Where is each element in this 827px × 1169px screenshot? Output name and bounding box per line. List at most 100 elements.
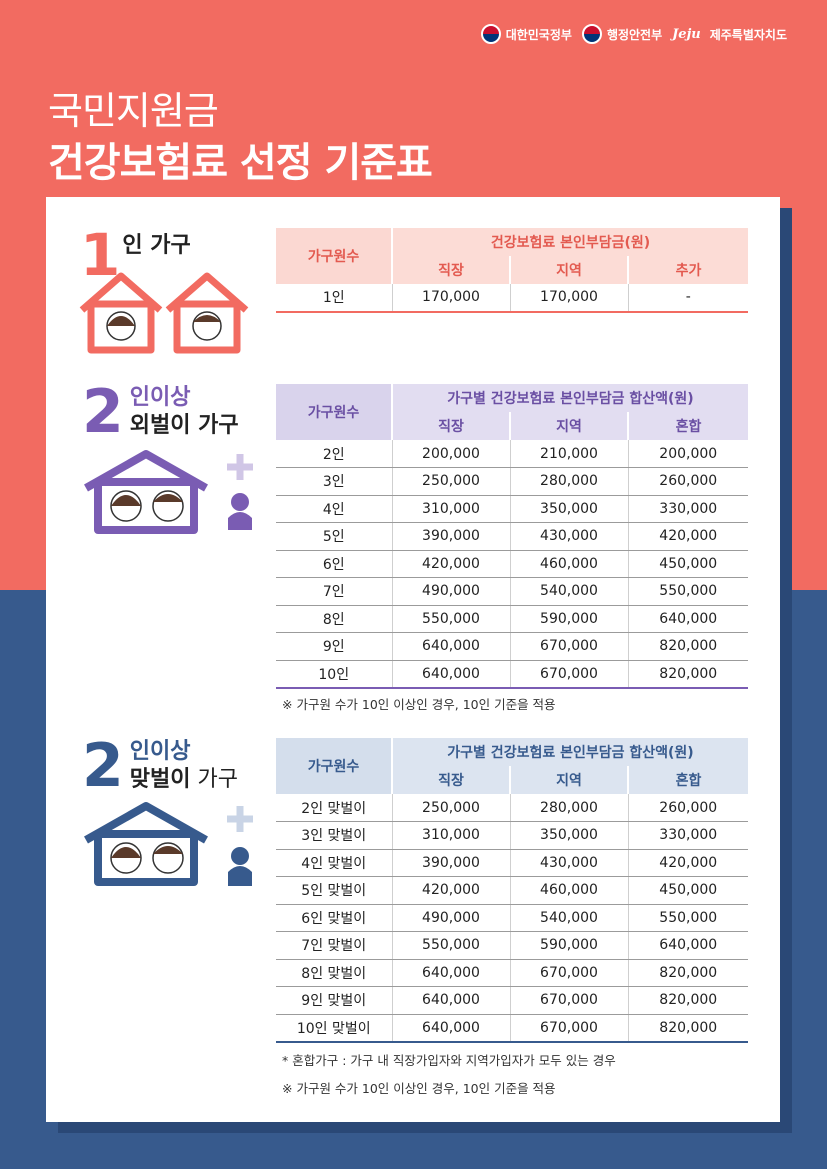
amount-cell: 550,000 <box>391 931 510 960</box>
table-row: 3인 250,000 280,000 260,000 <box>276 467 748 496</box>
table-row: 5인 390,000 430,000 420,000 <box>276 522 748 551</box>
table-row: 9인 640,000 670,000 820,000 <box>276 632 748 661</box>
section2-number: 2 <box>82 377 124 447</box>
dual-earner-table: 가구원수 가구별 건강보험료 본인부담금 합산액(원) 직장 지역 혼합 2인 … <box>276 738 748 1043</box>
table-row: 1인 170,000 170,000 - <box>276 284 748 313</box>
amount-cell: 640,000 <box>391 660 510 689</box>
amount-cell: 430,000 <box>509 849 628 877</box>
members-cell: 10인 맞벌이 <box>276 1014 392 1043</box>
logo-ministry: 행정안전부 <box>581 24 662 44</box>
amount-cell: 550,000 <box>627 904 748 932</box>
amount-cell: 450,000 <box>627 550 748 578</box>
subheader-workplace: 직장 <box>391 412 510 440</box>
subheader-workplace: 직장 <box>391 256 510 284</box>
section2-title-top: 인이상 <box>129 385 191 410</box>
table-row: 7인 맞벌이 550,000 590,000 640,000 <box>276 931 748 960</box>
members-cell: 6인 <box>276 550 392 578</box>
section3-title-bottom: 맞벌이 가구 <box>129 766 238 792</box>
members-cell: 9인 <box>276 632 392 661</box>
amount-cell: 670,000 <box>509 660 628 689</box>
amount-cell: 490,000 <box>391 577 510 606</box>
amount-cell: 310,000 <box>391 495 510 523</box>
members-cell: 10인 <box>276 660 392 689</box>
logo-korea-government: 대한민국정부 <box>480 24 572 44</box>
amount-cell: 260,000 <box>627 794 748 822</box>
taegeuk-icon <box>480 24 501 44</box>
amount-cell: 420,000 <box>391 550 510 578</box>
amount-cell: 640,000 <box>391 632 510 661</box>
amount-cell: 820,000 <box>627 1014 748 1043</box>
subheader-regional: 지역 <box>509 256 628 284</box>
amount-cell: 640,000 <box>627 931 748 960</box>
section3-note-mixed: * 혼합가구 : 가구 내 직장가입자와 지역가입자가 모두 있는 경우 <box>282 1053 616 1068</box>
amount-cell: 280,000 <box>509 794 628 822</box>
single-earner-table: 가구원수 가구별 건강보험료 본인부담금 합산액(원) 직장 지역 혼합 2인 2… <box>276 384 748 689</box>
group-header: 가구별 건강보험료 본인부담금 합산액(원) <box>391 738 748 766</box>
amount-cell: 250,000 <box>391 467 510 496</box>
amount-cell: 640,000 <box>627 605 748 633</box>
page-title-line1: 국민지원금 <box>48 89 219 133</box>
subheader-workplace: 직장 <box>391 766 510 794</box>
table-row: 8인 맞벌이 640,000 670,000 820,000 <box>276 959 748 987</box>
amount-cell: 450,000 <box>627 876 748 905</box>
amount-cell: 820,000 <box>627 632 748 661</box>
section1-title: 인 가구 <box>122 233 191 258</box>
amount-cell: 490,000 <box>391 904 510 932</box>
amount-cell: 640,000 <box>391 959 510 987</box>
table-row: 5인 맞벌이 420,000 460,000 450,000 <box>276 876 748 905</box>
amount-cell: 640,000 <box>391 1014 510 1043</box>
amount-cell: 390,000 <box>391 522 510 551</box>
table-row: 3인 맞벌이 310,000 350,000 330,000 <box>276 821 748 850</box>
table-row: 6인 420,000 460,000 450,000 <box>276 550 748 578</box>
table-row: 10인 맞벌이 640,000 670,000 820,000 <box>276 1014 748 1043</box>
amount-cell: 590,000 <box>509 931 628 960</box>
subheader-regional: 지역 <box>509 412 628 440</box>
table-row: 2인 맞벌이 250,000 280,000 260,000 <box>276 794 748 822</box>
table-row: 4인 맞벌이 390,000 430,000 420,000 <box>276 849 748 877</box>
members-cell: 2인 맞벌이 <box>276 794 392 822</box>
members-cell: 7인 <box>276 577 392 606</box>
amount-cell: 670,000 <box>509 632 628 661</box>
single-household-table: 가구원수 건강보험료 본인부담금(원) 직장 지역 추가 1인 170,000 … <box>276 228 748 313</box>
amount-cell: 820,000 <box>627 660 748 689</box>
taegeuk-icon <box>581 24 602 44</box>
amount-cell: 210,000 <box>509 440 628 468</box>
amount-cell: 550,000 <box>391 605 510 633</box>
members-cell: 3인 맞벌이 <box>276 821 392 850</box>
section1-label: 1 인 가구 <box>80 226 191 284</box>
section2-label: 2 인이상 외벌이 가구 <box>82 382 239 442</box>
amount-cell: 670,000 <box>509 1014 628 1043</box>
table-row: 2인 200,000 210,000 200,000 <box>276 440 748 468</box>
column-header-members: 가구원수 <box>276 228 392 284</box>
members-cell: 5인 맞벌이 <box>276 876 392 905</box>
amount-cell: 250,000 <box>391 794 510 822</box>
section3-label: 2 인이상 맞벌이 가구 <box>82 736 238 796</box>
members-cell: 2인 <box>276 440 392 468</box>
members-cell: 6인 맞벌이 <box>276 904 392 932</box>
amount-cell: 670,000 <box>509 959 628 987</box>
amount-cell: 200,000 <box>627 440 748 468</box>
subheader-regional: 지역 <box>509 766 628 794</box>
jeju-logo-icon: Jeju <box>672 26 701 42</box>
section3-number: 2 <box>82 731 124 801</box>
dual-earner-house-icon <box>84 802 253 886</box>
members-cell: 5인 <box>276 522 392 551</box>
amount-cell: 350,000 <box>509 821 628 850</box>
header-logos: 대한민국정부 행정안전부 Jeju 제주특별자치도 <box>480 24 787 44</box>
amount-cell: 640,000 <box>391 986 510 1015</box>
amount-cell: 430,000 <box>509 522 628 551</box>
members-cell: 8인 맞벌이 <box>276 959 392 987</box>
members-cell: 7인 맞벌이 <box>276 931 392 960</box>
amount-cell: 350,000 <box>509 495 628 523</box>
amount-cell: 200,000 <box>391 440 510 468</box>
table-row: 8인 550,000 590,000 640,000 <box>276 605 748 633</box>
page-title-line2: 건강보험료 선정 기준표 <box>48 140 433 186</box>
amount-cell: 590,000 <box>509 605 628 633</box>
table-row: 10인 640,000 670,000 820,000 <box>276 660 748 689</box>
amount-cell: 820,000 <box>627 959 748 987</box>
column-header-members: 가구원수 <box>276 384 392 440</box>
amount-cell: 460,000 <box>509 876 628 905</box>
group-header: 가구별 건강보험료 본인부담금 합산액(원) <box>391 384 748 412</box>
table-row: 4인 310,000 350,000 330,000 <box>276 495 748 523</box>
amount-cell: 460,000 <box>509 550 628 578</box>
